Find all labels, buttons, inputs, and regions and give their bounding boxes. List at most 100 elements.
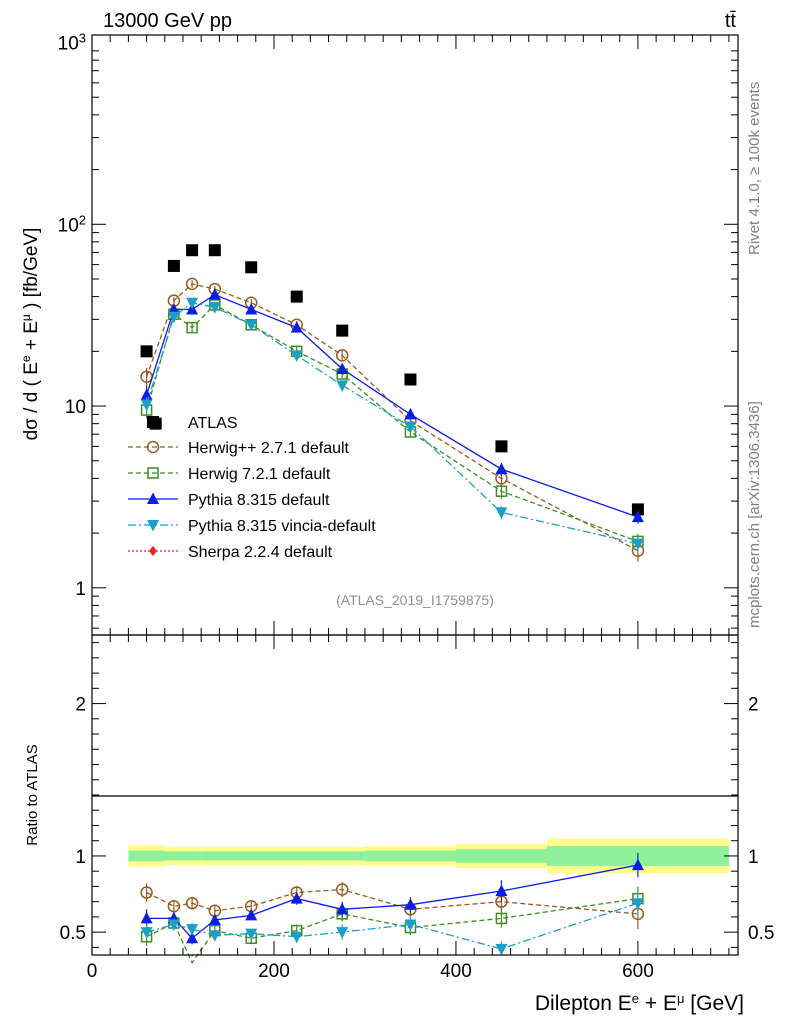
main-point [245, 319, 258, 332]
legend-marker [146, 440, 160, 454]
main-point [495, 507, 508, 519]
main-series-0 [140, 244, 644, 516]
ratio-y-tick-label-right: 0.5 [748, 923, 774, 944]
ratio-point [495, 912, 508, 925]
ratio-point [186, 931, 199, 944]
main-point [404, 407, 417, 420]
main-point [336, 362, 349, 374]
ratio-point [495, 884, 508, 896]
ratio-point [631, 898, 644, 910]
legend-marker [149, 546, 157, 556]
legend-entry: Sherpa 2.2.4 default [128, 544, 333, 561]
main-panel: 1 10 102 103 dσ / d ( Ee + Eμ ) [fb/GeV] (A… [19, 30, 739, 636]
ratio-point [335, 883, 349, 896]
ratio-point [167, 899, 181, 913]
ratio-y-tick-label-right: 1 [748, 847, 759, 868]
mcplots-label: mcplots.cern.ch [arXiv:1306.3436] [746, 401, 763, 628]
main-y-tick-label: 102 [58, 212, 86, 237]
main-point [631, 510, 644, 523]
main-point [290, 350, 303, 362]
main-y-axis-label: dσ / d ( Ee + Eμ ) [fb/GeV] [19, 228, 42, 441]
main-series-line [145, 304, 639, 543]
main-point [290, 290, 303, 303]
main-point [336, 324, 349, 337]
legend-label: Sherpa 2.2.4 default [188, 544, 333, 561]
legend-entry: Herwig++ 2.7.1 default [128, 440, 350, 457]
main-point [631, 538, 644, 551]
x-tick-label: 600 [622, 961, 654, 982]
ratio-y-axis-label: Ratio to ATLAS [24, 744, 41, 845]
main-point [186, 321, 198, 334]
ratio-point [245, 908, 258, 921]
main-point [335, 349, 349, 362]
legend-marker [147, 520, 159, 532]
ratio-series-line [146, 902, 639, 950]
main-point [290, 321, 303, 333]
ratio-band-inner [455, 849, 547, 863]
legend-marker [147, 492, 159, 504]
ratio-point [290, 931, 303, 944]
main-point [167, 259, 180, 272]
ratio-band-inner [182, 851, 202, 861]
main-series-line [145, 283, 639, 552]
main-point [631, 503, 644, 516]
ratio-series-line [146, 897, 638, 964]
main-series-4 [140, 297, 644, 552]
energy-label: 13000 GeV pp [103, 10, 232, 32]
legend-entry: Pythia 8.315 default [128, 492, 330, 509]
main-point [167, 302, 180, 315]
legend-title: ATLAS [188, 415, 238, 432]
main-point [167, 311, 180, 324]
legend-atlas-marker [147, 416, 159, 428]
main-point [245, 261, 258, 274]
ratio-panel: 0 200 400 600 0.5 0.5 1 1 2 2 Ratio to ATLAS Dile… [24, 634, 774, 1016]
ratio-series-line [146, 864, 639, 940]
main-series-line [145, 302, 639, 545]
main-series-3 [140, 288, 644, 524]
legend-label: Herwig++ 2.7.1 default [188, 440, 350, 457]
ratio-point [208, 930, 221, 942]
ratio-point [140, 927, 153, 939]
main-point [336, 380, 349, 392]
main-y-tick-label: 1 [75, 579, 86, 600]
main-y-tick-label: 10 [65, 397, 86, 418]
main-point [404, 373, 417, 386]
ratio-band-inner [201, 851, 229, 861]
main-point [495, 440, 508, 453]
ratio-y-tick-label: 2 [75, 695, 86, 716]
main-point [208, 244, 221, 257]
x-axis-label: Dilepton Ee + Eμ [GeV] [535, 991, 744, 1016]
legend-label: Pythia 8.315 default [188, 492, 330, 509]
x-tick-label: 0 [87, 961, 98, 982]
ratio-point [631, 858, 644, 871]
x-tick-label: 400 [440, 961, 472, 982]
ratio-point [404, 898, 417, 910]
ratio-point [495, 943, 508, 956]
ratio-band-inner [164, 851, 183, 861]
legend-label: Herwig 7.2.1 default [188, 466, 331, 483]
ratio-point [290, 892, 303, 904]
main-point [186, 244, 199, 257]
main-point [495, 462, 508, 475]
ratio-y-tick-label: 1 [75, 847, 86, 868]
ratio-y-tick-label: 0.5 [60, 923, 86, 944]
process-label: tt̄ [725, 10, 737, 32]
main-point [186, 297, 199, 310]
ratio-point [336, 902, 349, 915]
main-y-tick-label: 103 [58, 30, 86, 55]
ratio-point [186, 924, 199, 936]
main-point [495, 485, 508, 497]
ratio-band-inner [273, 851, 320, 861]
main-point [404, 421, 417, 434]
ratio-band-inner [228, 851, 274, 861]
ratio-point [167, 919, 180, 932]
ratio-band-inner [128, 850, 165, 862]
legend-entry: Pythia 8.315 vincia-default [128, 518, 376, 535]
x-tick-label: 200 [258, 961, 290, 982]
ratio-point [185, 896, 199, 910]
main-series-line [145, 293, 639, 518]
ratio-series-3 [140, 891, 644, 956]
main-point [208, 288, 221, 300]
main-point [245, 302, 258, 315]
